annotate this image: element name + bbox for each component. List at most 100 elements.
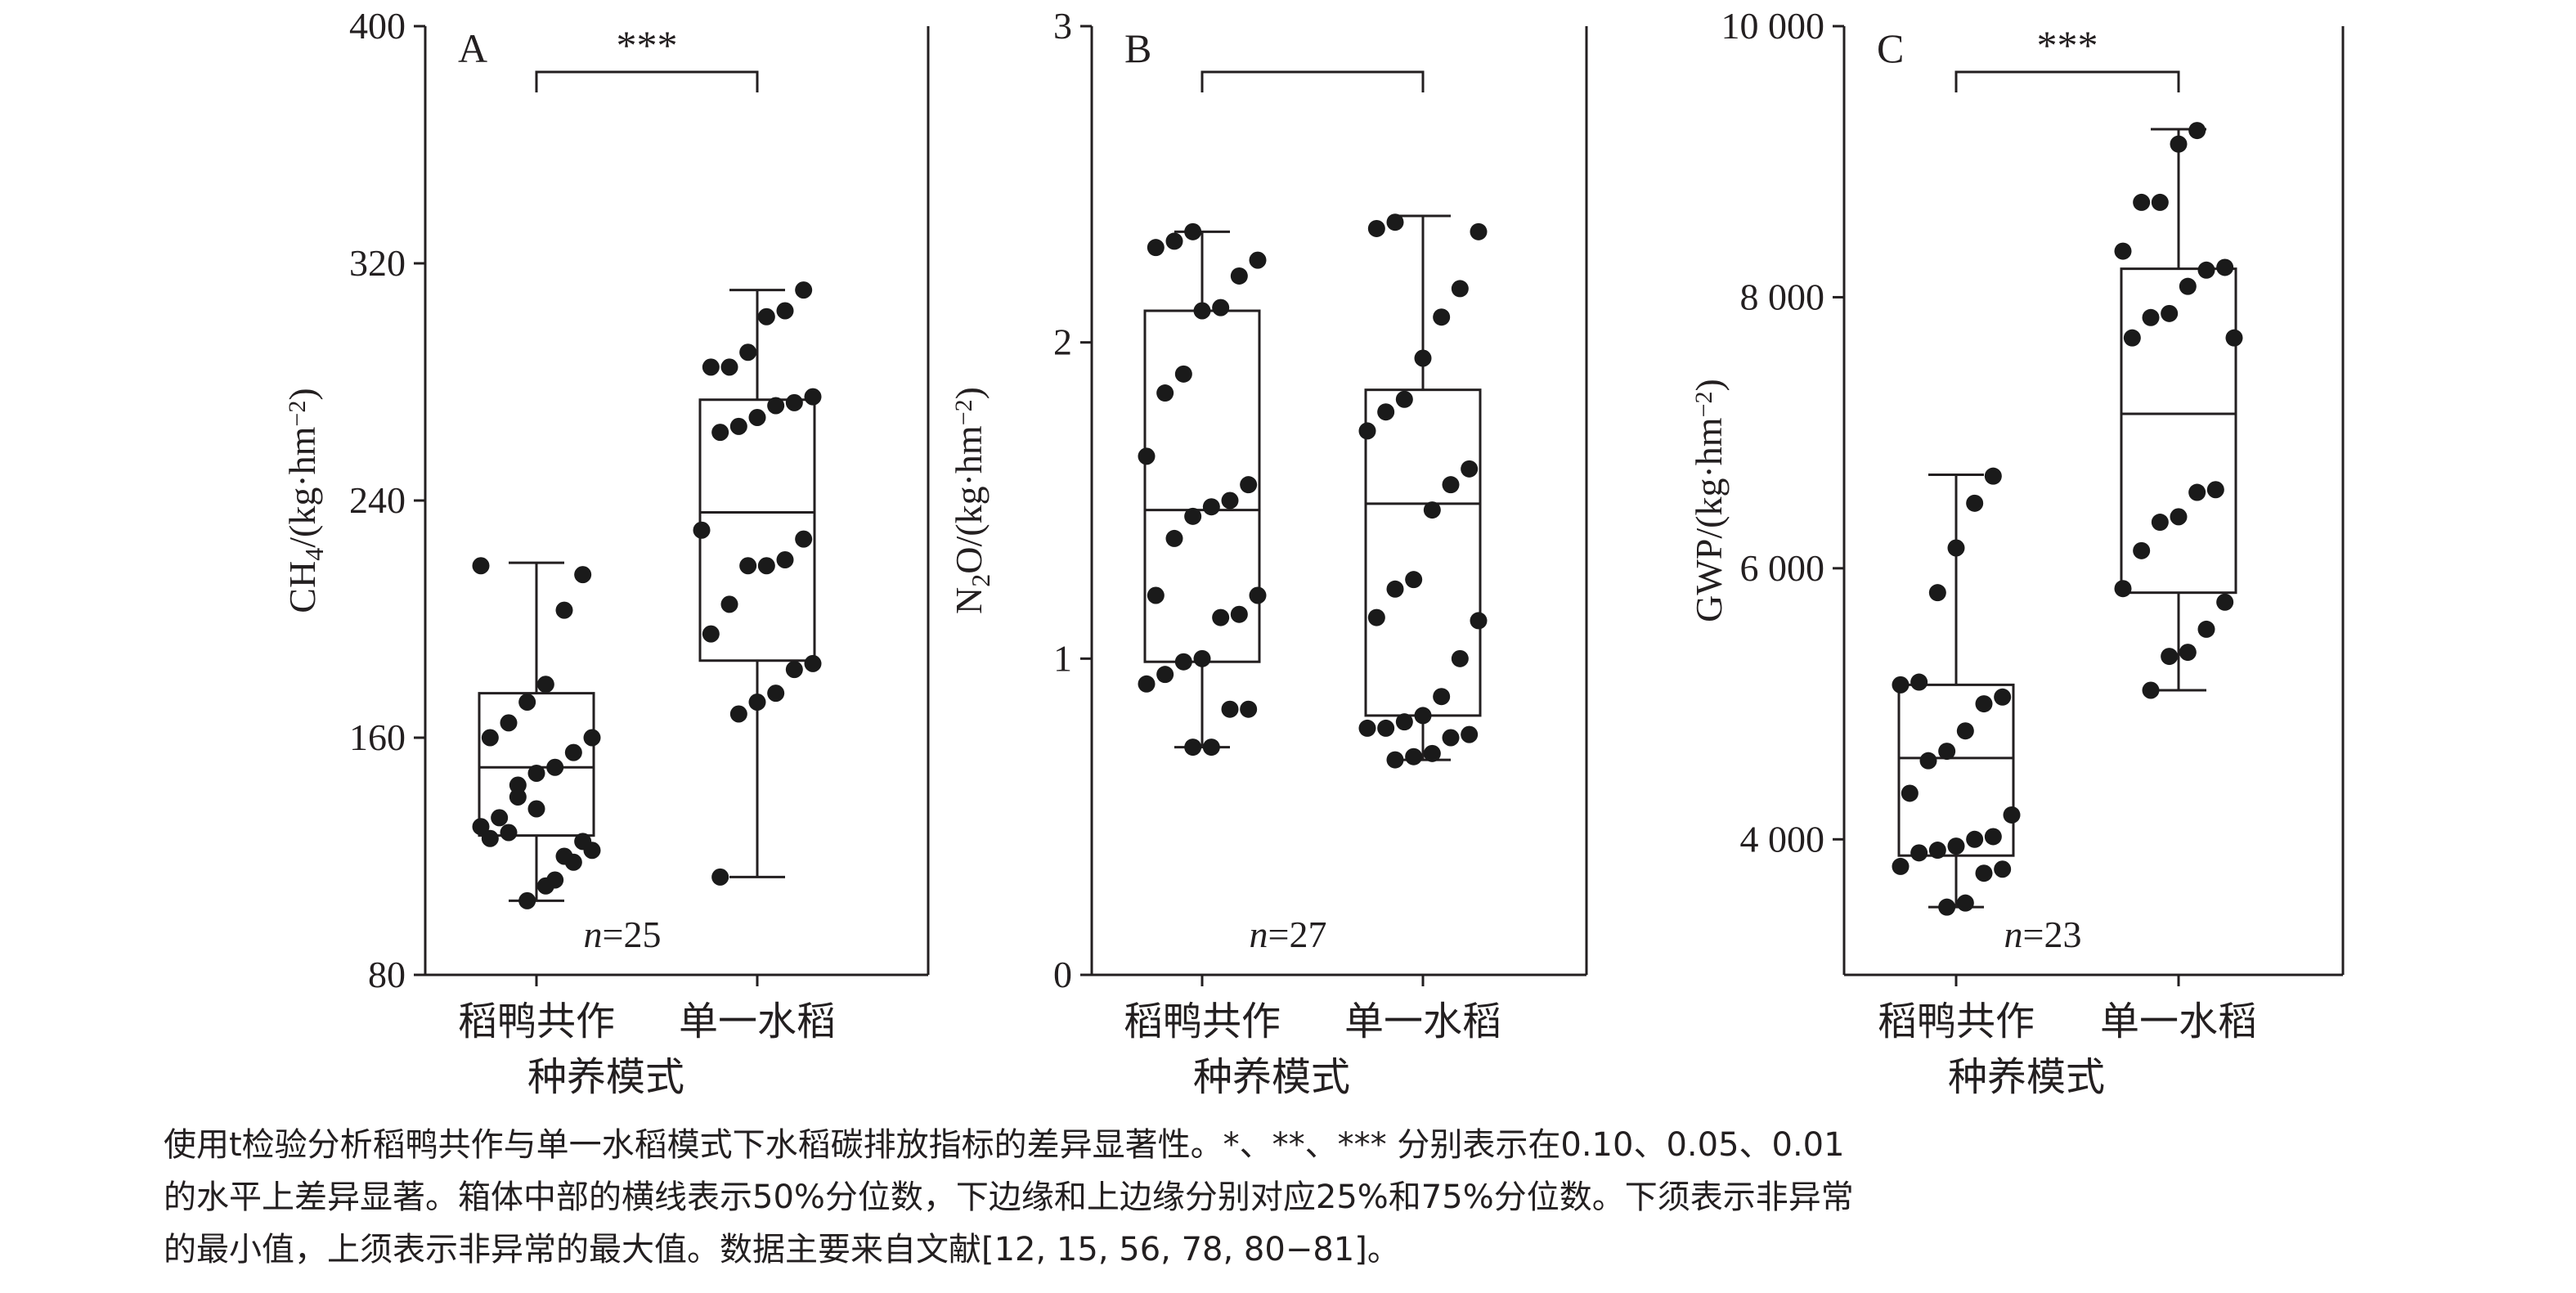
x-axis-title: 种养模式 — [1948, 1054, 2105, 1100]
data-point — [1451, 649, 1469, 667]
y-title-end: ) — [948, 387, 990, 399]
x-axis-title: 种养模式 — [1193, 1054, 1350, 1100]
data-point — [1377, 719, 1395, 737]
data-point — [1947, 837, 1965, 855]
y-title-main: N — [948, 587, 990, 614]
significance-bracket — [535, 70, 759, 92]
data-point — [2142, 681, 2160, 699]
data-point — [1901, 784, 1919, 802]
n-value: =25 — [603, 914, 662, 955]
caption-line-3: 的最小值，上须表示非异常的最大值。数据主要来自文献[12, 15, 56, 78… — [164, 1231, 1400, 1268]
data-point — [1202, 739, 1220, 756]
data-point — [1386, 580, 1404, 598]
data-point — [1358, 422, 1376, 440]
data-point — [1928, 842, 1946, 860]
significance-marker: *** — [617, 22, 678, 68]
data-point — [583, 842, 601, 860]
significance-bracket — [1200, 70, 1425, 92]
data-point — [1147, 239, 1165, 257]
data-point — [1956, 894, 1974, 912]
n-value: =27 — [1268, 914, 1327, 955]
data-point — [1165, 529, 1183, 547]
data-point — [1975, 864, 1993, 882]
data-point — [1156, 384, 1174, 402]
box-rice-duck — [1138, 222, 1267, 756]
n-symbol: n — [1250, 914, 1268, 955]
y-tick-label: 400 — [349, 5, 406, 47]
y-title-superscript: −2 — [1690, 391, 1717, 417]
data-point — [583, 729, 601, 747]
data-point — [546, 758, 564, 776]
data-point — [2114, 242, 2132, 260]
data-point — [702, 625, 720, 643]
data-point — [1156, 666, 1174, 684]
y-title-subscript: 2 — [966, 574, 995, 587]
data-point — [564, 853, 582, 871]
data-point — [1358, 719, 1376, 737]
data-point — [1938, 898, 1956, 916]
y-tick-label: 0 — [1053, 954, 1072, 995]
data-point — [1138, 675, 1156, 693]
panel-label: B — [1124, 25, 1151, 71]
data-point — [1966, 830, 1984, 848]
x-category-label: 稻鸭共作 — [1124, 999, 1281, 1044]
data-point — [1928, 584, 1946, 602]
y-title-subscript: 4 — [299, 548, 329, 561]
y-tick-label: 6 000 — [1740, 547, 1825, 589]
data-point — [574, 566, 592, 584]
y-tick-label: 80 — [368, 954, 406, 995]
data-point — [1367, 608, 1385, 626]
data-point — [1910, 673, 1928, 691]
box-rice-duck — [1892, 467, 2021, 916]
data-point — [1395, 390, 1413, 408]
box-rice-only — [693, 281, 822, 886]
y-tick-label: 240 — [349, 479, 406, 521]
data-point — [1984, 828, 2002, 846]
caption-line-1: 使用t检验分析稻鸭共作与单一水稻模式下水稻碳排放指标的差异显著性。*、**、**… — [164, 1126, 1845, 1164]
data-point — [785, 393, 803, 411]
x-category-label: 单一水稻 — [679, 999, 836, 1044]
data-point — [555, 601, 573, 619]
data-point — [1367, 219, 1385, 237]
x-category-label: 稻鸭共作 — [1878, 999, 2035, 1044]
y-tick-label: 8 000 — [1740, 276, 1825, 317]
y-title-end: ) — [1688, 379, 1730, 391]
data-point — [720, 595, 738, 613]
data-point — [795, 281, 813, 299]
data-point — [481, 829, 499, 847]
data-point — [2170, 508, 2188, 526]
significance-bracket — [1954, 70, 2180, 92]
data-point — [2133, 193, 2151, 211]
data-point — [546, 871, 564, 889]
sample-size-label: n=27 — [1250, 914, 1327, 955]
data-point — [693, 521, 711, 539]
data-point — [2197, 620, 2215, 638]
data-point — [776, 551, 794, 568]
data-point — [720, 358, 738, 376]
data-point — [1892, 676, 1910, 694]
data-point — [804, 654, 822, 672]
y-title-superscript: −2 — [284, 401, 311, 427]
data-point — [1433, 688, 1451, 706]
y-tick-label: 3 — [1053, 5, 1072, 47]
data-point — [729, 705, 747, 723]
data-point — [1956, 722, 1974, 740]
data-point — [536, 676, 554, 694]
data-point — [757, 557, 775, 575]
data-point — [2161, 648, 2179, 666]
data-point — [1174, 653, 1192, 671]
data-point — [2161, 304, 2179, 322]
data-point — [711, 424, 729, 442]
data-point — [1184, 739, 1202, 756]
data-point — [1461, 725, 1479, 743]
data-point — [1470, 222, 1488, 240]
data-point — [1138, 447, 1156, 465]
y-tick-label: 2 — [1053, 321, 1072, 363]
data-point — [1230, 605, 1248, 623]
x-category-label: 稻鸭共作 — [458, 999, 615, 1044]
data-point — [1193, 302, 1211, 320]
data-point — [748, 409, 766, 426]
data-point — [702, 358, 720, 376]
